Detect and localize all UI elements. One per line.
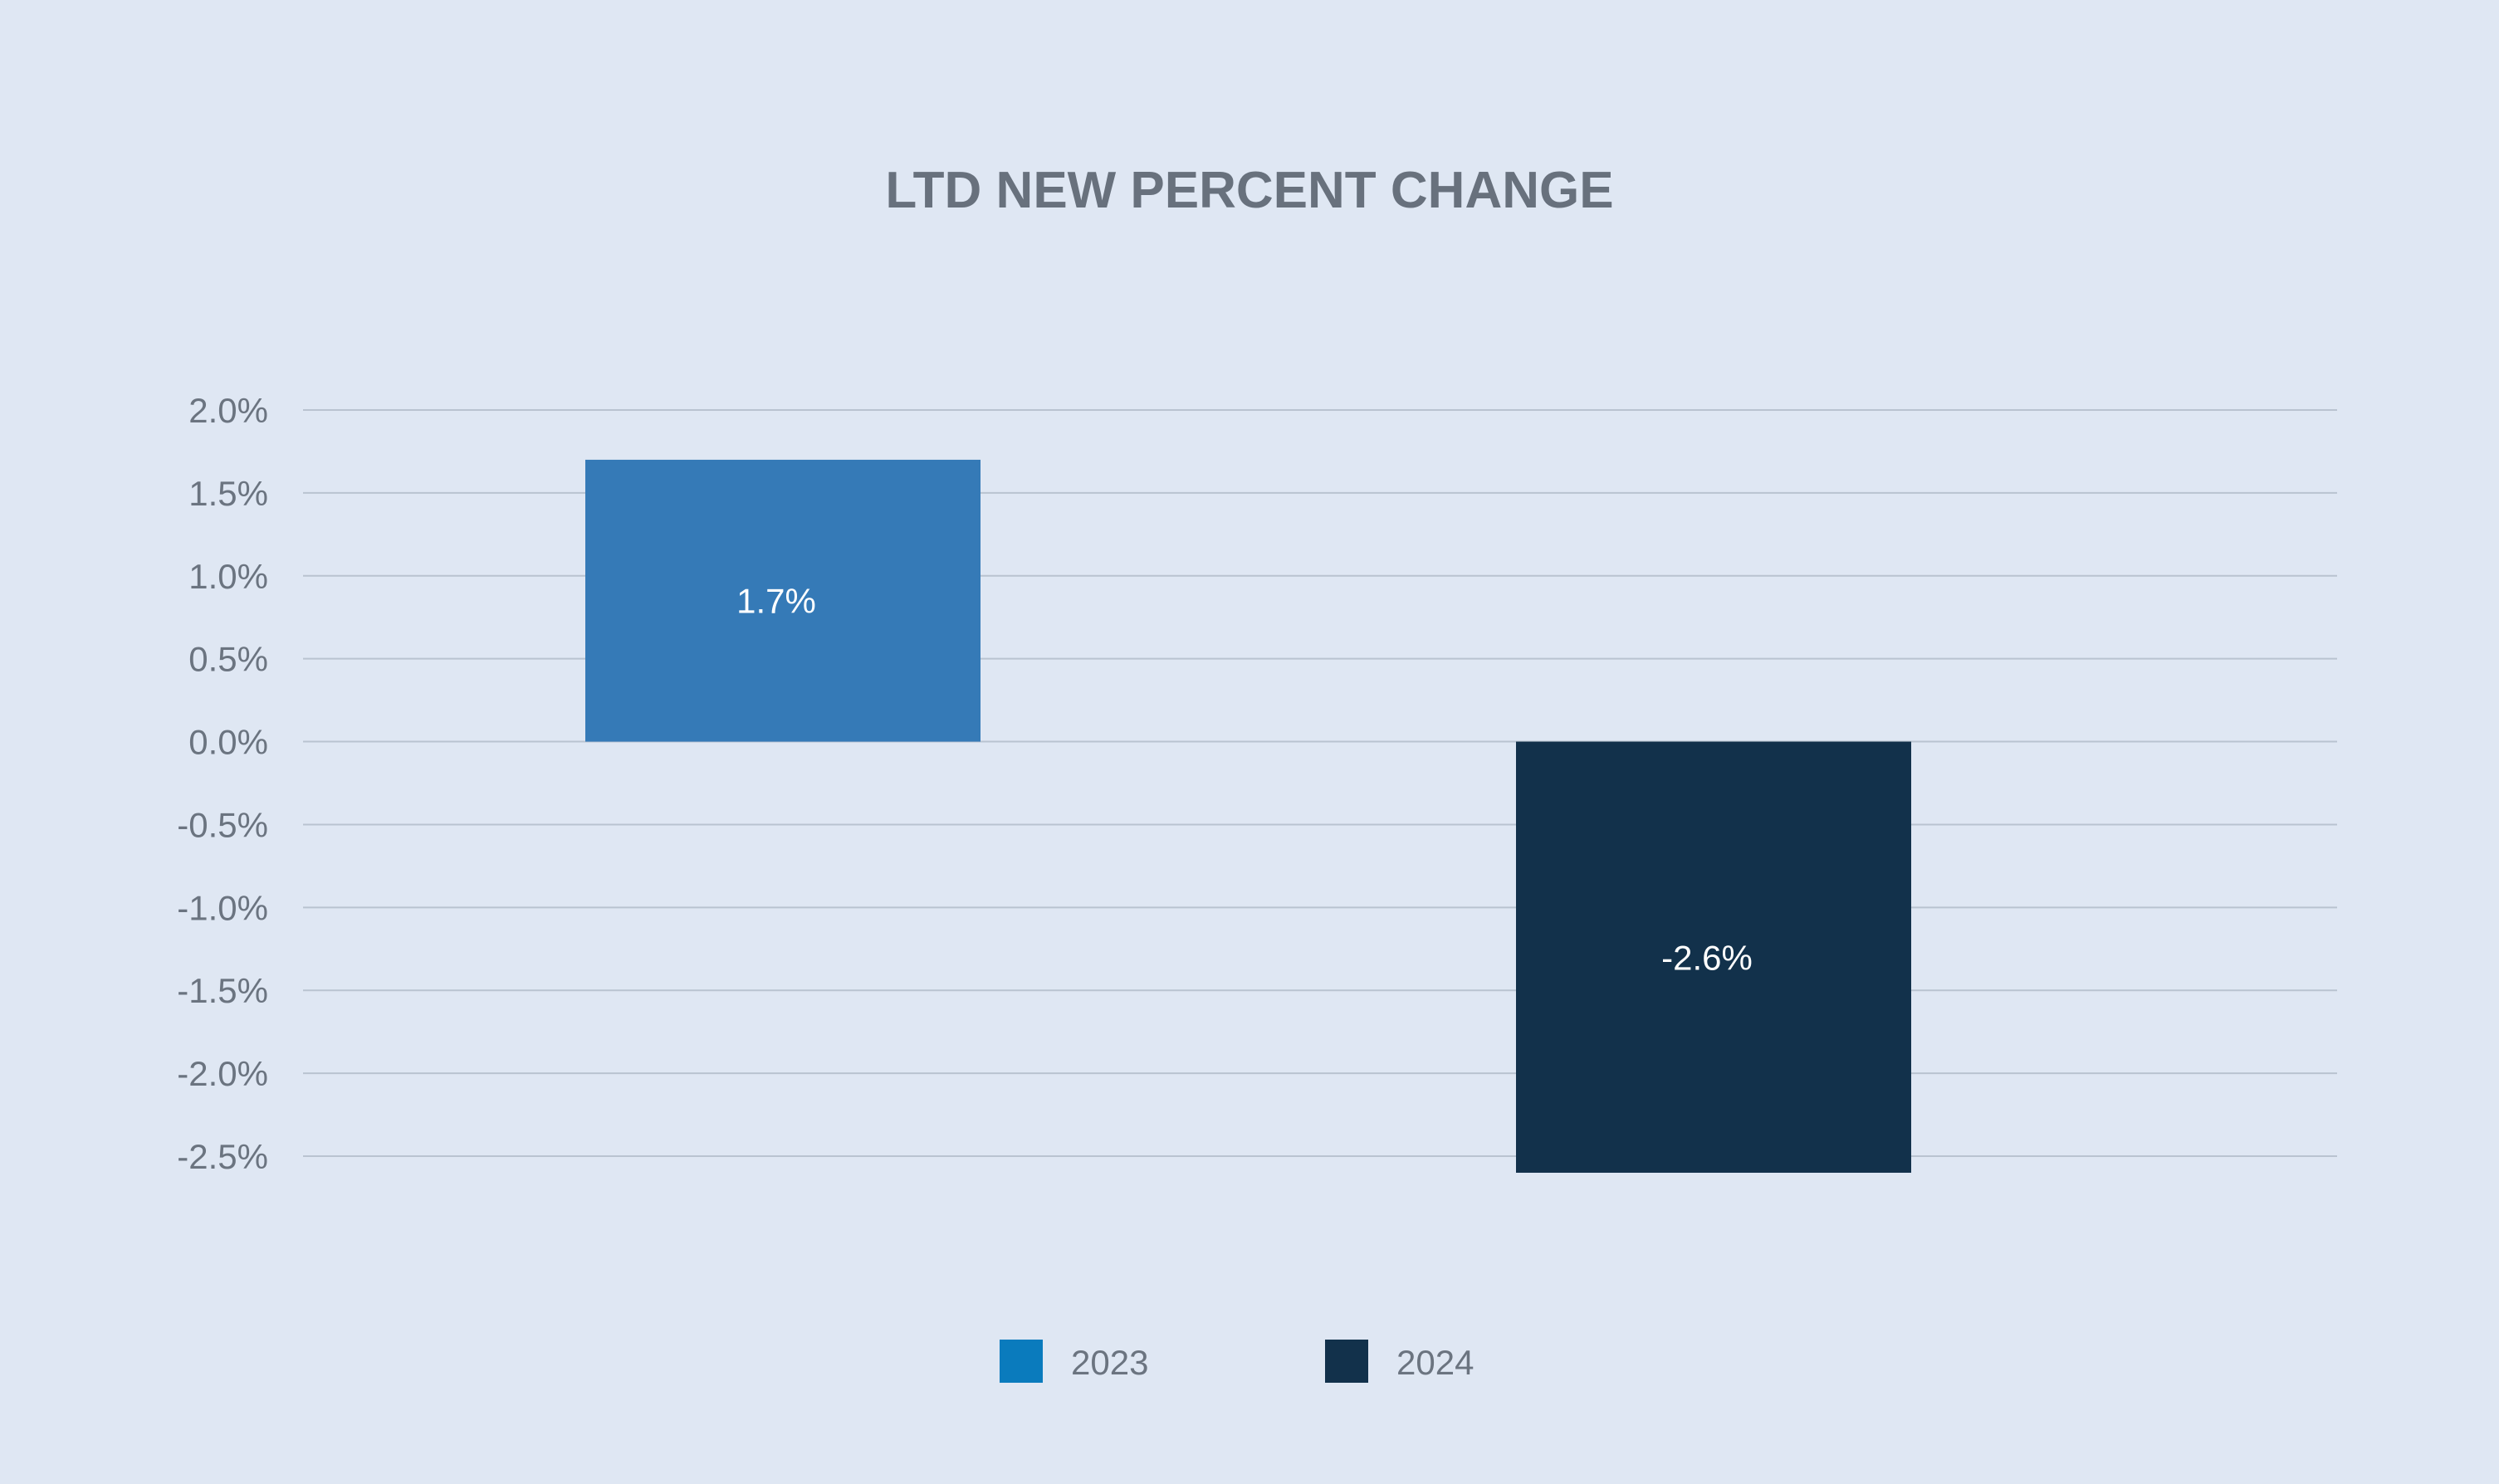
y-axis-ticks: 2.0% 1.5% 1.0% 0.5% 0.0% -0.5% -1.0% -1.5% -2.0%… <box>177 391 268 1176</box>
y-tick-label: 0.5% <box>188 640 268 679</box>
legend: 2023 2024 <box>1000 1340 1474 1383</box>
y-tick-label: 1.5% <box>188 474 268 513</box>
bar-2024 <box>1516 741 1911 1173</box>
y-tick-label: -0.5% <box>177 805 268 844</box>
y-tick-label: -1.5% <box>177 971 268 1010</box>
bars <box>585 459 1911 1173</box>
bar-2023 <box>585 459 981 742</box>
y-tick-label: -1.0% <box>177 888 268 927</box>
y-tick-label: -2.5% <box>177 1137 268 1176</box>
y-tick-label: 2.0% <box>188 391 268 430</box>
legend-label: 2023 <box>1071 1343 1148 1382</box>
chart-title: LTD NEW PERCENT CHANGE <box>885 162 1613 219</box>
bar-value-label: 1.7% <box>736 582 816 621</box>
legend-label: 2024 <box>1396 1343 1474 1382</box>
y-tick-label: 0.0% <box>188 723 268 762</box>
legend-swatch-2023 <box>1000 1340 1043 1383</box>
bar-value-labels: 1.7% -2.6% <box>736 582 1753 978</box>
y-tick-label: 1.0% <box>188 557 268 596</box>
y-tick-label: -2.0% <box>177 1054 268 1093</box>
legend-swatch-2024 <box>1325 1340 1368 1383</box>
bar-value-label: -2.6% <box>1661 938 1753 977</box>
